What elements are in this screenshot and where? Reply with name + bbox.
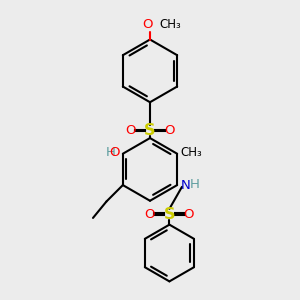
Text: H: H [190, 178, 200, 191]
Text: CH₃: CH₃ [160, 18, 181, 31]
Text: O: O [145, 208, 155, 221]
Text: O: O [164, 124, 175, 137]
Text: O: O [110, 146, 120, 159]
Text: CH₃: CH₃ [181, 146, 202, 159]
Text: O: O [125, 124, 136, 137]
Text: O: O [142, 19, 153, 32]
Text: S: S [144, 123, 156, 138]
Text: N: N [181, 178, 190, 192]
Text: O: O [184, 208, 194, 221]
Text: H: H [106, 146, 116, 159]
Text: S: S [164, 207, 175, 222]
